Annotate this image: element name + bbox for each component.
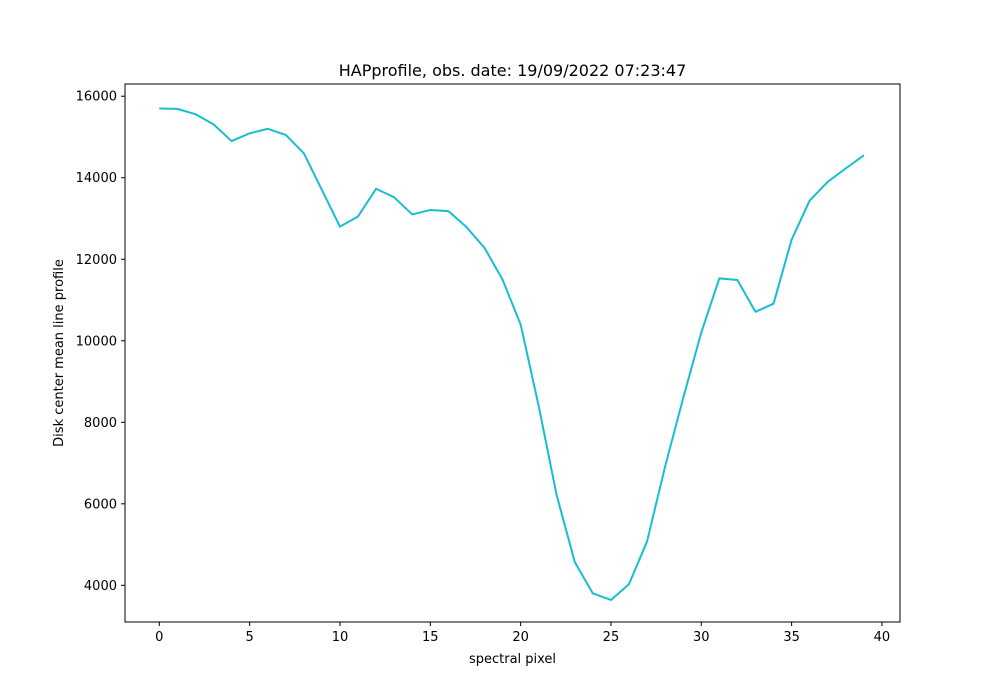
chart-title: HAPprofile, obs. date: 19/09/2022 07:23:…	[339, 61, 687, 80]
x-tick-label: 30	[693, 630, 710, 645]
x-tick-label: 5	[246, 630, 254, 645]
x-tick-label: 0	[155, 630, 163, 645]
y-axis-label: Disk center mean line profile	[52, 259, 67, 447]
x-tick-label: 40	[874, 630, 891, 645]
plot-area	[124, 83, 901, 623]
x-tick-label: 10	[332, 630, 349, 645]
x-tick-label: 15	[422, 630, 439, 645]
x-tick-label: 25	[603, 630, 620, 645]
y-tick-label: 6000	[84, 497, 117, 512]
y-tick-label: 4000	[84, 579, 117, 594]
y-tick-label: 10000	[76, 334, 117, 349]
x-tick-label: 20	[512, 630, 529, 645]
y-tick-label: 16000	[76, 90, 117, 105]
axes-frame	[124, 83, 901, 623]
series-line-1	[159, 107, 865, 601]
y-tick-label: 12000	[76, 253, 117, 268]
y-tick-label: 14000	[76, 171, 117, 186]
y-axis-ticks: 4000 6000 8000 10000 12000 14000 16000	[76, 90, 125, 594]
x-axis-ticks: 0 5 10 15 20 25 30 35 40	[155, 622, 890, 645]
x-axis-label: spectral pixel	[469, 652, 556, 667]
x-tick-label: 35	[783, 630, 800, 645]
y-tick-label: 8000	[84, 416, 117, 431]
